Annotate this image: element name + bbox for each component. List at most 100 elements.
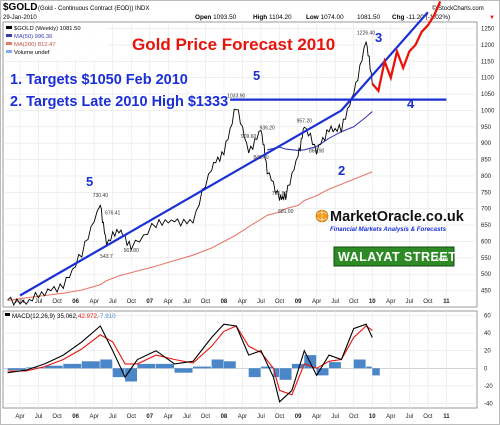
- macd-histogram-bar: [261, 366, 273, 369]
- price-label: 681.00: [278, 209, 294, 215]
- x-tick-label: 10: [369, 414, 376, 420]
- x-tick-label: Jul: [183, 299, 191, 305]
- macd-y-tick-label: -40: [484, 402, 493, 408]
- price-label: 730.40: [93, 193, 109, 199]
- x-tick-label: Oct: [201, 299, 211, 305]
- x-tick-label: Jul: [35, 414, 43, 420]
- macd-histogram-bar: [372, 368, 380, 376]
- x-tick-label: 09: [295, 299, 302, 305]
- ma50-line: [267, 111, 373, 151]
- price-line: [7, 40, 373, 307]
- x-tick-label: Oct: [52, 299, 62, 305]
- y-tick-label: 450: [481, 289, 492, 295]
- x-tick-label: Jul: [257, 299, 265, 305]
- macd-histogram: [7, 355, 380, 382]
- high-value: 1104.20: [269, 14, 292, 21]
- ma200-series: [7, 171, 373, 301]
- walayat-banner: [333, 246, 455, 267]
- low-label: Low: [306, 14, 319, 21]
- macd-y-tick-label: -20: [484, 384, 493, 390]
- x-tick-label: Oct: [52, 414, 62, 420]
- macd-histogram-bar: [100, 359, 113, 369]
- x-tick-label: 08: [221, 299, 228, 305]
- price-label: 735.80: [272, 191, 288, 197]
- legend-volume: Volume undef: [14, 50, 50, 56]
- y-tick-label: 700: [481, 207, 492, 213]
- macd-x-axis: Apr Jul Oct 06 Apr Jul Oct 07 Apr Jul Oct 08 Apr Jul O…: [15, 414, 450, 420]
- symbol-title: $GOLD: [3, 2, 37, 13]
- price-label: 1033.90: [227, 93, 245, 99]
- x-tick-label: Apr: [164, 299, 173, 305]
- forecast-title: Gold Price Forecast 2010: [132, 35, 335, 54]
- legend-swatch-ma50: [6, 34, 12, 37]
- macd-legend-v1: 35.062,: [57, 313, 78, 320]
- x-tick-label: Jul: [331, 414, 339, 420]
- x-tick-label: 11: [443, 299, 450, 305]
- price-label: 561.80: [124, 248, 140, 254]
- macd-histogram-bar: [193, 366, 211, 369]
- price-legend: $GOLD (Weekly) 1081.50 MA(50) 996.36 MA(…: [4, 23, 108, 59]
- stockcharts-credit: © StockCharts.com: [432, 5, 484, 12]
- x-tick-label: 06: [72, 299, 79, 305]
- symbol-description: (Gold - Continuous Contract (EOD)) INDX: [38, 6, 149, 12]
- price-labels: 730.40 676.41 543.7 561.80 1033.90 909.60936.…: [93, 30, 376, 260]
- ohlc-readout: Open 1093.50 High 1104.20 Low 1074.00 10…: [195, 14, 495, 21]
- macd-histogram-bar: [137, 363, 156, 369]
- macd-panel: [2, 310, 478, 409]
- chg-down-arrow-icon: ▼: [489, 15, 495, 21]
- marketoracle-tagline: Financial Markets Analysis & Forecasts: [330, 226, 447, 233]
- svg-text:Chg -11.20 (-1.02%): Chg -11.20 (-1.02%): [392, 14, 450, 21]
- x-tick-label: Jul: [109, 299, 117, 305]
- macd-histogram-bar: [211, 359, 224, 369]
- y-tick-label: 1200: [481, 43, 495, 49]
- walayat-text: WALAYAT STREET: [338, 250, 456, 264]
- legend-swatch-price: [6, 26, 12, 29]
- legend-swatch-volume: [6, 50, 12, 53]
- walayat-street-logo: WALAYAT STREET .com: [333, 246, 456, 267]
- marketoracle-text: MarketOracle.co.uk: [330, 209, 465, 225]
- x-tick-label: Oct: [349, 299, 359, 305]
- x-tick-label: 06: [72, 414, 79, 420]
- macd-line: [7, 323, 373, 403]
- high-label: High: [253, 14, 267, 21]
- y-tick-label: 1100: [481, 76, 495, 82]
- legend-price: $GOLD (Weekly) 1081.50: [14, 26, 81, 32]
- x-tick-label: Apr: [15, 299, 24, 305]
- macd-y-tick-label: 40: [484, 331, 491, 337]
- legend-ma50: MA(50) 996.36: [14, 34, 52, 40]
- x-tick-label: Jul: [109, 414, 117, 420]
- macd-histogram-bar: [112, 368, 125, 378]
- macd-y-tick-label: 60: [484, 313, 491, 319]
- x-tick-label: Apr: [386, 299, 395, 305]
- x-tick-label: Jul: [406, 414, 414, 420]
- x-tick-label: Oct: [127, 299, 137, 305]
- open-label: Open: [195, 14, 211, 21]
- ma200-line: [7, 171, 373, 301]
- x-tick-label: Jul: [331, 299, 339, 305]
- macd-histogram-bar: [316, 368, 329, 376]
- legend-swatch-ma200: [6, 42, 12, 45]
- y-tick-label: 900: [481, 141, 492, 147]
- x-tick-label: Oct: [423, 299, 433, 305]
- macd-histogram-bar: [366, 366, 372, 369]
- macd-histogram-bar: [63, 363, 82, 369]
- y-tick-label: 1050: [481, 92, 495, 98]
- macd-histogram-bar: [125, 368, 137, 382]
- wave-label-3: 3: [375, 30, 382, 45]
- svg-text:Low 1074.00: Low 1074.00: [306, 14, 344, 21]
- x-tick-label: Apr: [89, 299, 98, 305]
- macd-histogram-bar: [44, 365, 63, 369]
- macd-legend-swatch: [5, 313, 10, 316]
- legend-ma200: MA(200) 812.47: [14, 42, 56, 48]
- x-tick-label: Oct: [201, 414, 211, 420]
- x-tick-label: Oct: [423, 414, 433, 420]
- price-label: 676.41: [105, 210, 121, 216]
- macd-series: [7, 323, 373, 403]
- macd-legend-v2: 42.972,: [78, 313, 99, 320]
- macd-histogram-bar: [291, 363, 304, 369]
- macd-histogram-bar: [248, 368, 261, 378]
- x-tick-label: Jul: [257, 414, 265, 420]
- wave-label-4: 4: [407, 96, 415, 111]
- x-tick-label: Apr: [15, 414, 24, 420]
- ma50-series: [267, 111, 373, 151]
